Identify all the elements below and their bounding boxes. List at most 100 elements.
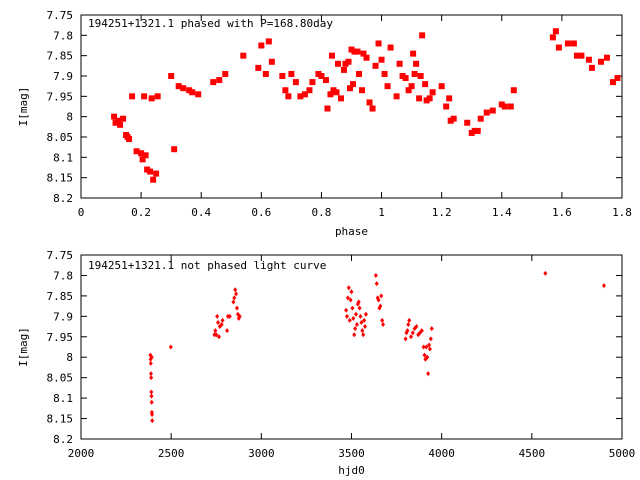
data-point xyxy=(419,328,424,334)
data-point xyxy=(234,305,239,311)
x-tick-label: 1 xyxy=(378,206,385,219)
data-point xyxy=(180,85,187,92)
data-point xyxy=(438,83,445,90)
data-point xyxy=(309,79,316,86)
data-point xyxy=(258,42,265,49)
data-point xyxy=(489,107,496,114)
data-point xyxy=(149,399,154,405)
data-point xyxy=(232,295,237,301)
y-tick-label: 7.95 xyxy=(47,331,74,344)
data-point xyxy=(150,411,155,417)
data-point xyxy=(346,285,351,291)
data-point xyxy=(356,299,361,305)
data-point xyxy=(148,371,153,377)
data-point xyxy=(138,150,145,157)
x-tick-label: 0.8 xyxy=(312,206,332,219)
data-point xyxy=(354,311,359,317)
data-point xyxy=(410,330,415,336)
data-point xyxy=(348,297,353,303)
data-point xyxy=(315,70,322,77)
data-point xyxy=(327,91,334,98)
data-point xyxy=(429,89,436,96)
y-tick-label: 7.8 xyxy=(53,269,73,282)
data-point xyxy=(363,54,370,61)
data-point xyxy=(408,83,415,90)
data-point xyxy=(347,317,352,323)
data-point xyxy=(446,95,453,102)
data-point xyxy=(171,146,178,153)
y-tick-label: 7.9 xyxy=(53,70,73,83)
data-point xyxy=(443,103,450,110)
y-axis-label: I[mag] xyxy=(17,87,30,127)
data-point xyxy=(350,81,357,88)
data-point xyxy=(111,113,118,120)
data-point xyxy=(133,148,140,155)
x-tick-label: 1.8 xyxy=(612,206,632,219)
data-point xyxy=(233,287,238,293)
data-points xyxy=(148,270,606,424)
chart-title: 194251+1321.1 not phased light curve xyxy=(88,259,326,272)
data-point xyxy=(195,91,202,98)
data-point xyxy=(369,105,376,112)
y-tick-label: 7.8 xyxy=(53,29,73,42)
data-point xyxy=(322,77,329,84)
data-point xyxy=(380,317,385,323)
data-point xyxy=(405,328,410,334)
data-point xyxy=(318,73,325,79)
plot-frame xyxy=(80,14,623,199)
data-point xyxy=(601,283,606,289)
data-point xyxy=(357,305,362,311)
data-point xyxy=(411,70,418,77)
data-point xyxy=(425,354,430,360)
y-tick-label: 8.2 xyxy=(53,192,73,205)
data-point xyxy=(419,32,426,39)
data-point xyxy=(555,44,562,51)
data-point xyxy=(603,54,610,61)
data-point xyxy=(426,371,431,377)
data-point xyxy=(421,344,426,350)
x-tick-label: 4500 xyxy=(519,447,546,460)
data-point xyxy=(427,342,432,348)
y-tick-label: 8 xyxy=(66,351,73,364)
data-point xyxy=(148,95,155,102)
data-point xyxy=(186,87,193,94)
data-point xyxy=(213,328,218,334)
data-point xyxy=(402,75,409,82)
data-point xyxy=(356,70,363,77)
data-point xyxy=(416,95,423,102)
data-point xyxy=(214,332,219,338)
data-point xyxy=(362,317,367,323)
data-point xyxy=(306,87,313,94)
data-point xyxy=(330,87,337,94)
x-tick-label: 0.4 xyxy=(191,206,211,219)
data-point xyxy=(216,77,223,84)
data-point xyxy=(144,166,151,173)
data-point xyxy=(285,93,292,100)
data-point xyxy=(297,93,304,100)
data-point xyxy=(422,81,429,88)
data-point xyxy=(378,303,383,309)
data-point xyxy=(384,83,391,90)
data-point xyxy=(141,93,148,100)
data-point xyxy=(301,91,308,98)
data-point xyxy=(227,313,232,319)
data-point xyxy=(292,79,299,86)
data-point xyxy=(216,334,221,340)
data-point xyxy=(570,40,577,47)
data-point xyxy=(345,58,352,65)
y-tick-label: 7.85 xyxy=(47,50,74,63)
x-tick-label: 0.6 xyxy=(251,206,271,219)
data-point xyxy=(424,344,429,350)
data-point xyxy=(112,119,119,126)
data-point xyxy=(471,127,478,134)
x-axis-label: hjd0 xyxy=(338,464,365,477)
data-point xyxy=(150,418,155,424)
y-tick-label: 7.75 xyxy=(47,249,74,262)
data-point xyxy=(399,73,406,79)
data-point xyxy=(588,64,595,71)
data-point xyxy=(342,60,349,67)
data-point xyxy=(350,305,355,311)
x-tick-label: 1.6 xyxy=(552,206,572,219)
data-point xyxy=(324,105,331,112)
